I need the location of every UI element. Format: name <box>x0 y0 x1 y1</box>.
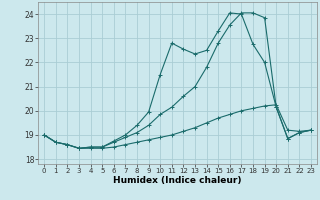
X-axis label: Humidex (Indice chaleur): Humidex (Indice chaleur) <box>113 176 242 185</box>
